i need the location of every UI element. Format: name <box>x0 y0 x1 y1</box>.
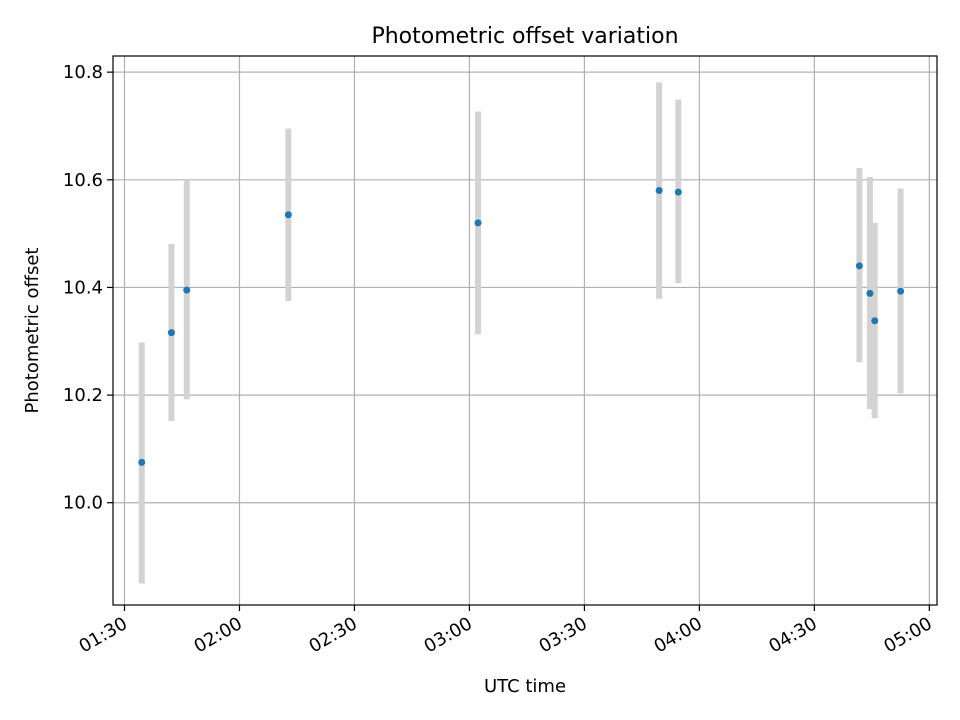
chart-title: Photometric offset variation <box>371 24 678 49</box>
data-point <box>474 219 482 227</box>
data-point <box>167 329 175 337</box>
data-point <box>855 262 863 270</box>
data-point <box>866 289 874 297</box>
plot-frame <box>112 55 938 606</box>
data-points <box>138 187 905 466</box>
data-point <box>284 211 292 219</box>
grid <box>113 56 937 605</box>
data-point <box>183 286 191 294</box>
x-axis-label: UTC time <box>484 676 566 697</box>
y-tick-label: 10.0 <box>63 493 103 514</box>
data-point <box>674 188 682 196</box>
data-point <box>871 317 879 325</box>
data-point <box>138 458 146 466</box>
y-tick-label: 10.4 <box>63 277 103 298</box>
data-point <box>655 187 663 195</box>
y-axis-label: Photometric offset <box>22 248 43 414</box>
y-tick-label: 10.2 <box>63 385 103 406</box>
data-point <box>897 287 905 295</box>
y-tick-label: 10.6 <box>63 170 103 191</box>
y-tick-label: 10.8 <box>63 62 103 83</box>
